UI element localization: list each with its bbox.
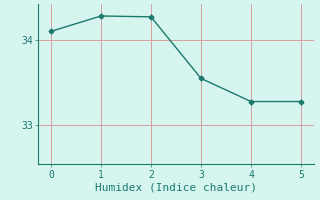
X-axis label: Humidex (Indice chaleur): Humidex (Indice chaleur) [95, 182, 257, 192]
